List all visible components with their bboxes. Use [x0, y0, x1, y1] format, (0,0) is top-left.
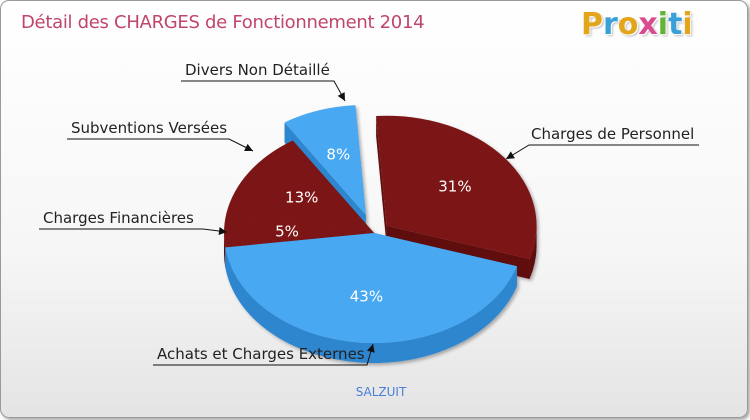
leader-arrowhead [366, 344, 375, 353]
leader-arrowhead [506, 151, 515, 159]
leader-line [67, 138, 254, 152]
logo-letter: r [603, 7, 618, 42]
pie-slice [225, 233, 517, 363]
logo-letter: o [617, 7, 639, 42]
leader-arrowhead [337, 92, 345, 101]
slice-category-label: Divers Non Détaillé [185, 61, 330, 79]
logo-letter: x [638, 7, 658, 42]
leader-line [181, 80, 346, 102]
slice-percent-label: 43% [350, 288, 383, 306]
leader-arrowhead [244, 143, 253, 151]
slice-percent-label: 8% [326, 145, 350, 163]
slice-category-label: Charges de Personnel [531, 125, 694, 143]
logo-letter: t [668, 7, 683, 42]
proxiti-logo[interactable]: Proxiti [581, 7, 693, 42]
slice-percent-label: 13% [285, 189, 318, 207]
leader-arrowhead [218, 227, 227, 235]
slice-category-label: Subventions Versées [71, 119, 227, 137]
leader-line [505, 144, 699, 160]
chart-title: Détail des CHARGES de Fonctionnement 201… [21, 12, 425, 33]
slice-category-label: Achats et Charges Externes [157, 345, 365, 363]
slice-percent-label: 31% [438, 177, 471, 195]
leader-line [39, 228, 228, 233]
logo-letter: i [657, 7, 669, 42]
slice-percent-label: 5% [275, 222, 299, 240]
slice-category-label: Charges Financières [43, 209, 194, 227]
logo-letter: P [581, 7, 603, 42]
city-label: SALZUIT [355, 385, 407, 399]
logo-letter: i [682, 7, 693, 42]
